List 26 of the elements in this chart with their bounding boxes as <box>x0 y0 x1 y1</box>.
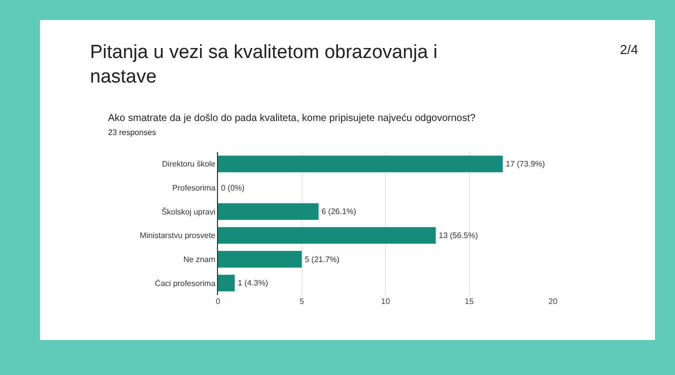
y-tick-label: Ministarstvu prosvete <box>140 231 216 240</box>
data-label: 13 (56.5%) <box>438 230 478 240</box>
y-tick-label: Ne znam <box>183 255 216 264</box>
text: 2/4 <box>620 42 638 57</box>
x-tick-label: 0 <box>216 297 221 306</box>
bar <box>218 227 436 244</box>
data-label: 6 (26.1%) <box>322 207 357 216</box>
text: 23 responses <box>108 128 156 137</box>
data-label: 0 (0%) <box>221 183 245 192</box>
x-tick-label: 5 <box>300 297 305 306</box>
chart-subtitle: Ako smatrate da je došlo do pada kvaliteta, kome pripisujete najveću odgovornost? <box>108 113 476 124</box>
y-tick-label: Profesorima <box>172 184 216 193</box>
data-label: 1 (4.3%) <box>238 278 268 288</box>
bar <box>218 250 302 268</box>
chart-title: Pitanja u vezi sa kvalitetom obrazovanja i nastave <box>90 42 438 88</box>
bar <box>218 203 318 220</box>
data-label: 5 (21.7%) <box>304 254 340 264</box>
x-tick-label: 20 <box>548 297 558 306</box>
bar <box>218 156 503 172</box>
y-tick-label: Ćaci profesorima <box>154 278 216 288</box>
x-tick-label: 10 <box>381 297 390 306</box>
data-label: 17 (73.9%) <box>506 159 546 168</box>
x-tick-label: 15 <box>464 297 474 306</box>
bar <box>218 274 235 292</box>
y-tick-label: Direktoru škole <box>162 160 216 169</box>
y-tick-label: Školskoj upravi <box>162 207 216 216</box>
